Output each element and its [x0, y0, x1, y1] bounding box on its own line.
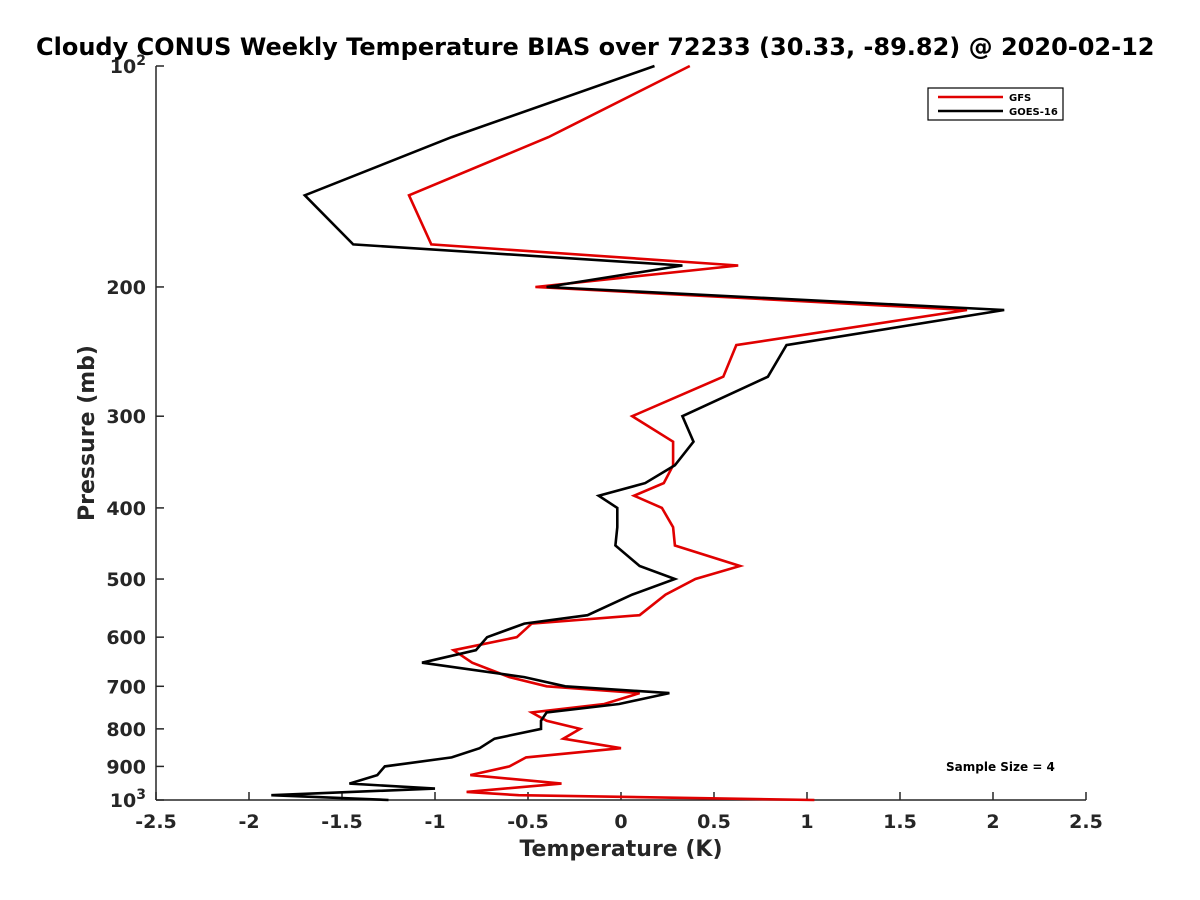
x-tick-label: -1.5 — [321, 811, 363, 833]
y-axis-ticks: 102 200 300 400 500 600 700 800 900 103 — [106, 53, 164, 812]
y-tick-label: 300 — [106, 406, 146, 428]
x-tick-label: 1 — [800, 811, 813, 833]
y-tick-label: 400 — [106, 498, 146, 520]
x-tick-label: -2.5 — [135, 811, 177, 833]
y-tick-label: 700 — [106, 676, 146, 698]
y-tick-label: 200 — [106, 277, 146, 299]
x-tick-label: -0.5 — [507, 811, 549, 833]
chart-title: Cloudy CONUS Weekly Temperature BIAS ove… — [36, 33, 1154, 61]
legend-box — [927, 87, 1064, 121]
x-tick-label: 0.5 — [697, 811, 731, 833]
x-tick-label: 0 — [614, 811, 627, 833]
y-axis-label: Pressure (mb) — [75, 345, 100, 521]
x-tick-label: 2.5 — [1069, 811, 1103, 833]
legend-label-gfs: GFS — [1009, 93, 1031, 104]
legend: GFS GOES-16 — [927, 87, 1064, 121]
x-tick-label: 1.5 — [883, 811, 917, 833]
series-line-gfs — [407, 64, 968, 802]
sample-size-annotation: Sample Size = 4 — [946, 760, 1055, 774]
x-tick-label: -2 — [238, 811, 259, 833]
y-tick-label: 900 — [106, 756, 146, 778]
x-tick-label: -1 — [424, 811, 445, 833]
y-tick-label: 500 — [106, 569, 146, 591]
y-tick-label: 600 — [106, 627, 146, 649]
x-axis-label: Temperature (K) — [519, 837, 722, 862]
y-tick-label: 800 — [106, 719, 146, 741]
legend-label-goes16: GOES-16 — [1009, 107, 1058, 118]
y-tick-label: 102 — [110, 53, 146, 78]
series-line-goes16 — [271, 64, 1005, 802]
y-tick-label: 103 — [110, 787, 146, 812]
x-tick-label: 2 — [986, 811, 999, 833]
x-axis-ticks: -2.5 -2 -1.5 -1 -0.5 0 0.5 1 1.5 2 2.5 — [135, 792, 1103, 833]
series-lines — [271, 64, 1005, 802]
